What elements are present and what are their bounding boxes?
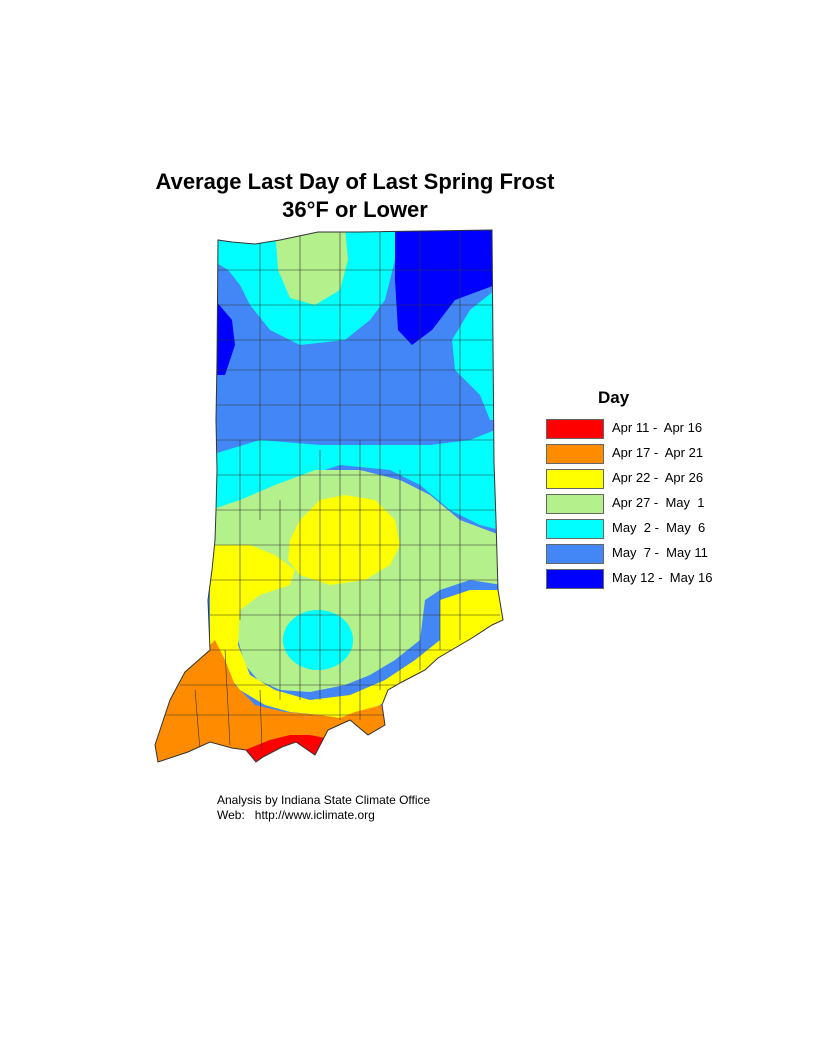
legend-swatch: [546, 519, 604, 539]
credit-analysis: Analysis by Indiana State Climate Office: [217, 793, 431, 807]
frost-zones: [155, 230, 503, 762]
zone-may12-may16-nw: [215, 300, 235, 375]
zone-may2-may6-south: [283, 610, 353, 670]
legend-label: Apr 17 - Apr 21: [612, 445, 704, 460]
zone-apr27-may1-north: [275, 230, 348, 305]
legend-label: May 7 - May 11: [612, 545, 708, 560]
map-title: Average Last Day of Last Spring Frost: [155, 169, 555, 194]
map-subtitle: 36°F or Lower: [282, 197, 428, 222]
county-boundaries: [160, 232, 500, 751]
legend-swatch: [546, 569, 604, 589]
legend-label: May 12 - May 16: [612, 570, 713, 585]
zone-apr22-apr26-south: [210, 545, 503, 720]
legend-label: Apr 22 - Apr 26: [612, 470, 704, 485]
zone-may2-may6-east: [452, 290, 495, 420]
legend-label: Apr 27 - May 1: [612, 495, 705, 510]
zone-apr22-apr26-central: [288, 495, 400, 585]
legend-swatch: [546, 494, 604, 514]
legend-label: May 2 - May 6: [612, 520, 706, 535]
legend-swatch: [546, 444, 604, 464]
credit-web: Web: http://www.iclimate.org: [217, 808, 375, 822]
zone-may2-may6-central: [210, 430, 500, 530]
legend-swatch: [546, 469, 604, 489]
state-outline: [154, 229, 504, 763]
legend-title: Day: [598, 388, 630, 407]
legend-swatch: [546, 419, 604, 439]
legend-swatch: [546, 544, 604, 564]
legend-label: Apr 11 - Apr 16: [612, 420, 703, 435]
zone-apr17-apr21: [155, 640, 392, 762]
